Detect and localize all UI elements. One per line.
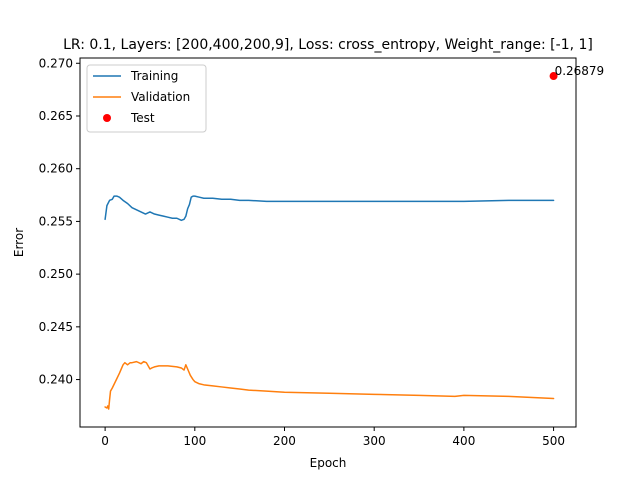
x-tick-label: 500 xyxy=(542,434,565,448)
x-tick-label: 200 xyxy=(273,434,296,448)
x-axis-title: Epoch xyxy=(310,456,347,470)
y-tick-label: 0.240 xyxy=(39,373,73,387)
legend-box xyxy=(86,64,207,133)
axes-frame xyxy=(79,57,577,428)
series-line-validation xyxy=(104,360,555,410)
x-tick-label: 400 xyxy=(452,434,475,448)
y-tick-label: 0.255 xyxy=(39,214,73,228)
plot-area: 0.26879 xyxy=(104,64,605,410)
y-tick-label: 0.270 xyxy=(39,56,73,70)
y-tick-label: 0.250 xyxy=(39,267,73,281)
x-tick-label: 100 xyxy=(183,434,206,448)
x-tick-label: 0 xyxy=(101,434,109,448)
x-tick-label: 300 xyxy=(363,434,386,448)
y-tick-label: 0.245 xyxy=(39,320,73,334)
legend-label-training: Training xyxy=(130,69,178,83)
x-axis: 0 100 200 300 400 500 xyxy=(101,427,565,448)
test-point xyxy=(549,72,558,81)
test-point-label: 0.26879 xyxy=(555,64,605,78)
legend: Training Validation Test xyxy=(86,64,207,133)
legend-swatch-test xyxy=(103,114,111,122)
y-tick-label: 0.265 xyxy=(39,109,73,123)
legend-label-test: Test xyxy=(130,111,155,125)
chart-title: LR: 0.1, Layers: [200,400,200,9], Loss: … xyxy=(63,37,593,53)
legend-label-validation: Validation xyxy=(131,90,190,104)
series-line-training xyxy=(104,195,555,222)
y-tick-label: 0.260 xyxy=(39,162,73,176)
y-axis-title: Error xyxy=(12,228,26,257)
y-axis: 0.240 0.245 0.250 0.255 0.260 0.265 0.270 xyxy=(39,56,80,387)
